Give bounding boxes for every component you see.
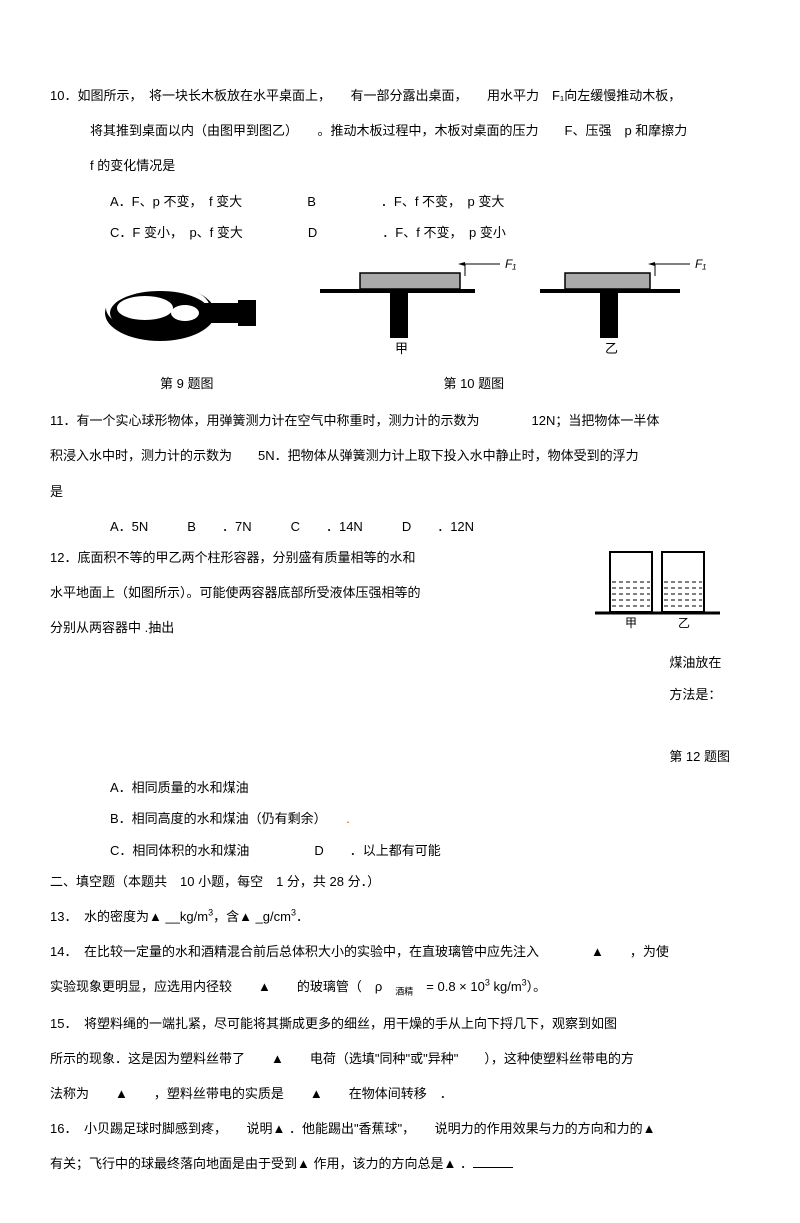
svg-text:乙: 乙 — [678, 616, 690, 630]
svg-text:F₁: F₁ — [505, 258, 516, 271]
q10-optA: A．F、p 不变， f 变大 — [110, 194, 242, 209]
q11-line2: 积浸入水中时，测力计的示数为 5N．把物体从弹簧测力计上取下投入水中静止时，物体… — [50, 440, 750, 471]
q10-options: A．F、p 不变， f 变大 B ．F、f 不变， p 变大 — [50, 186, 750, 217]
question-12-block: 甲 乙 12．底面积不等的甲乙两个柱形容器，分别盛有质量相等的水和 水平地面上（… — [50, 542, 750, 772]
question-16-line1: 16． 小贝踢足球时脚感到疼， 说明▲ ．他能踢出"香蕉球"， 说明力的作用效果… — [50, 1113, 750, 1144]
q12-optA: A．相同质量的水和煤油 — [50, 772, 750, 803]
figure-labels: 第 9 题图 第 10 题图 — [50, 368, 750, 399]
q10-options2: C．F 变小， p、f 变大 D ．F、f 不变， p 变小 — [50, 217, 750, 248]
svg-text:甲: 甲 — [395, 341, 408, 356]
q10-num: 10． — [50, 88, 77, 103]
q11-line3: 是 — [50, 476, 750, 507]
q12-side-text: 煤油放在 方法是： 第 12 题图 — [669, 647, 730, 772]
svg-text:F₁: F₁ — [695, 258, 706, 271]
question-11: 11．有一个实心球形物体，用弹簧测力计在空气中称重时，测力计的示数为 12N；当… — [50, 405, 750, 436]
q11-line1: 有一个实心球形物体，用弹簧测力计在空气中称重时，测力计的示数为 12N；当把物体… — [77, 413, 660, 428]
question-14-line1: 14． 在比较一定量的水和酒精混合前后总体积大小的实验中，在直玻璃管中应先注入 … — [50, 936, 750, 967]
figure-12-wrap: 甲 乙 — [590, 542, 750, 632]
q12-optB: B．相同高度的水和煤油（仍有剩余） . — [50, 803, 750, 834]
question-14-line2: 实验现象更明显，应选用内径较 ▲ 的玻璃管（ ρ 酒精 = 0.8 × 103 … — [50, 971, 750, 1003]
q10-optC: C．F 变小， p、f 变大 — [110, 225, 243, 240]
q12-optCD: C．相同体积的水和煤油 D ．以上都有可能 — [50, 835, 750, 866]
question-16-line2: 有关；飞行中的球最终落向地面是由于受到▲ 作用，该力的方向总是▲ ． — [50, 1148, 750, 1179]
question-15-line2: 所示的现象．这是因为塑料丝带了 ▲ 电荷（选填"同种"或"异种" ），这种使塑料… — [50, 1043, 750, 1074]
q12-num: 12． — [50, 550, 77, 565]
q10-line1: 如图所示， 将一块长木板放在水平桌面上， 有一部分露出桌面， 用水平力 F₁向左… — [77, 88, 681, 103]
svg-text:乙: 乙 — [605, 341, 618, 356]
fig10-label: 第 10 题图 — [443, 368, 504, 399]
q11-opts: A．5N B ．7N C ．14N D ．12N — [50, 511, 750, 542]
q10-line3: f 的变化情况是 — [50, 150, 750, 181]
q10-optB: B ．F、f 不变， p 变大 — [307, 194, 504, 209]
q10-line2: 将其推到桌面以内（由图甲到图乙） 。推动木板过程中，木板对桌面的压力 F、压强 … — [50, 115, 750, 146]
figure-10: F₁ 甲 F₁ 乙 — [310, 258, 710, 358]
section-2-header: 二、填空题（本题共 10 小题，每空 1 分，共 28 分．） — [50, 866, 750, 897]
figure-12: 甲 乙 — [590, 542, 730, 632]
q10-optD: D ．F、f 不变， p 变小 — [308, 225, 506, 240]
question-15-line3: 法称为 ▲ ，塑料丝带电的实质是 ▲ 在物体间转移 ． — [50, 1078, 750, 1109]
question-10: 10．如图所示， 将一块长木板放在水平桌面上， 有一部分露出桌面， 用水平力 F… — [50, 80, 750, 111]
fig9-label: 第 9 题图 — [160, 368, 213, 399]
q11-num: 11． — [50, 413, 77, 428]
question-15-line1: 15． 将塑料绳的一端扎紧，尽可能将其撕成更多的细丝，用干燥的手从上向下捋几下，… — [50, 1008, 750, 1039]
figures-row: F₁ 甲 F₁ 乙 — [90, 258, 710, 358]
blank-underline — [473, 1153, 513, 1168]
figure-9 — [90, 258, 270, 358]
fig12-caption: 第 12 题图 — [669, 741, 730, 772]
question-13: 13． 水的密度为▲ __kg/m3，含▲ _g/cm3． — [50, 901, 750, 932]
svg-text:甲: 甲 — [625, 616, 637, 630]
